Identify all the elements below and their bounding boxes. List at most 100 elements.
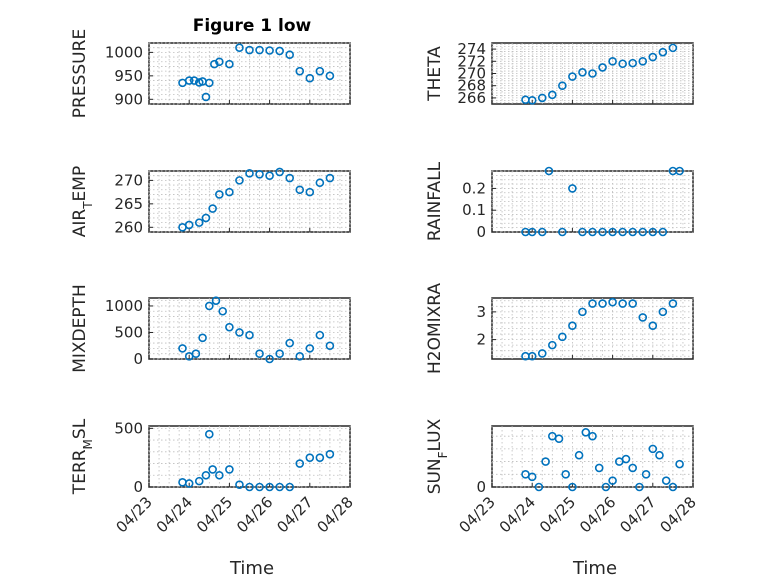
data-point xyxy=(194,218,204,227)
y-tick-label: 0 xyxy=(476,223,486,241)
data-point xyxy=(235,480,244,489)
data-point xyxy=(621,454,631,464)
data-point xyxy=(581,428,591,437)
data-point xyxy=(255,349,264,358)
data-point xyxy=(255,482,264,492)
x-tick-label: 04/27 xyxy=(616,493,659,536)
x-tick-label: 04/26 xyxy=(233,493,276,536)
data-point xyxy=(245,330,254,340)
data-point xyxy=(608,476,617,485)
data-point xyxy=(527,227,537,237)
data-point xyxy=(215,190,224,199)
data-point xyxy=(558,227,567,237)
data-point xyxy=(201,213,211,223)
data-point xyxy=(601,482,611,492)
data-point xyxy=(588,299,597,308)
data-point xyxy=(201,470,211,480)
data-point xyxy=(265,171,274,180)
data-point xyxy=(315,453,325,462)
data-point xyxy=(635,482,644,492)
data-point xyxy=(184,220,194,230)
data-point xyxy=(184,479,194,488)
y-tick-label: 0.1 xyxy=(462,201,486,219)
x-axis-label-right: Time xyxy=(572,558,617,579)
data-point xyxy=(191,349,201,358)
data-point xyxy=(628,463,638,473)
data-point xyxy=(305,73,315,83)
data-point xyxy=(648,227,658,237)
x-tick-label: 04/26 xyxy=(576,493,619,536)
y-tick-label: 950 xyxy=(114,67,143,85)
y-tick-label: 2 xyxy=(476,331,486,349)
y-tick-label: 1000 xyxy=(105,43,143,61)
data-point xyxy=(537,349,547,358)
data-point xyxy=(189,76,199,85)
y-tick-label: 272 xyxy=(457,52,486,70)
data-point xyxy=(211,296,221,305)
data-point xyxy=(215,57,224,67)
data-point xyxy=(205,78,214,88)
y-tick-label: 0 xyxy=(133,478,143,496)
data-point xyxy=(608,56,617,66)
data-point xyxy=(325,173,335,183)
data-point xyxy=(255,45,264,55)
data-point xyxy=(285,482,295,492)
data-point xyxy=(295,66,305,76)
x-tick-label: 04/24 xyxy=(153,493,196,536)
data-point xyxy=(655,450,664,460)
y-tick-label: 500 xyxy=(114,419,143,437)
data-point xyxy=(235,43,244,52)
x-tick-label: 04/25 xyxy=(536,493,579,536)
data-point xyxy=(675,166,684,176)
y-tick-label: 265 xyxy=(114,195,143,213)
data-point xyxy=(558,332,567,342)
data-point xyxy=(215,470,224,480)
data-point xyxy=(315,330,325,340)
data-point xyxy=(598,63,607,72)
data-point xyxy=(628,299,638,308)
y-tick-label: 900 xyxy=(114,90,143,108)
y-axis-label: H2OMIXRA xyxy=(425,283,445,374)
data-point xyxy=(661,476,671,485)
data-point xyxy=(245,482,254,492)
data-point xyxy=(568,72,577,81)
data-point xyxy=(305,344,315,353)
y-tick-label: 500 xyxy=(114,323,143,341)
data-point xyxy=(544,166,554,176)
data-point xyxy=(285,50,295,60)
y-axis-label: RAINFALL xyxy=(425,161,445,241)
data-point xyxy=(225,322,234,332)
data-point xyxy=(178,344,187,353)
y-tick-label: 0.2 xyxy=(462,179,486,197)
subplot-pressure: 900 950 1000 PRESSURE xyxy=(70,29,351,118)
x-tick-label: 04/23 xyxy=(456,493,499,536)
data-point xyxy=(205,429,214,439)
data-point xyxy=(325,341,335,351)
data-point xyxy=(638,227,648,237)
figure-title: Figure 1 low xyxy=(193,16,312,36)
data-point xyxy=(295,185,305,195)
data-point xyxy=(265,46,274,55)
data-point xyxy=(568,321,577,331)
data-point xyxy=(218,306,227,316)
data-point xyxy=(225,187,234,197)
data-point xyxy=(641,469,651,479)
data-point xyxy=(648,52,658,62)
subplot-h2omixra: 2 3 H2OMIXRA xyxy=(425,283,694,374)
data-point xyxy=(245,45,254,55)
data-point xyxy=(205,301,214,311)
data-point xyxy=(265,354,274,364)
data-point xyxy=(315,66,325,76)
data-point xyxy=(201,92,211,102)
data-point xyxy=(561,469,571,479)
subplot-air-temp: 260 265 270 AIRTEMP xyxy=(70,166,351,237)
y-axis-label: MIXDEPTH xyxy=(70,284,90,373)
data-point xyxy=(295,352,305,361)
y-tick-label: 268 xyxy=(457,77,486,95)
y-tick-label: 0 xyxy=(476,478,486,496)
data-point xyxy=(255,169,264,179)
data-point xyxy=(618,59,627,69)
